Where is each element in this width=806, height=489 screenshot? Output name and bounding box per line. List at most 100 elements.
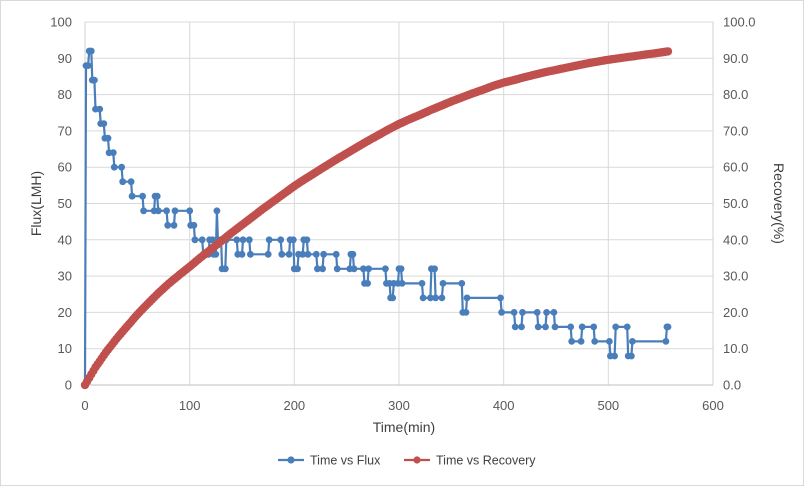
data-point xyxy=(438,294,446,302)
data-point xyxy=(239,236,247,244)
data-point xyxy=(278,250,286,258)
data-point xyxy=(350,265,358,273)
data-point xyxy=(568,338,576,345)
gridlines xyxy=(84,21,714,386)
data-point xyxy=(510,309,518,316)
y2-tick-label: 80.0 xyxy=(723,87,748,102)
y-tick-label: 20 xyxy=(58,305,72,320)
data-point xyxy=(364,280,371,287)
data-point xyxy=(264,250,272,258)
data-point xyxy=(511,323,519,331)
data-point xyxy=(629,338,636,345)
series-layer xyxy=(80,47,673,390)
data-point xyxy=(127,178,135,186)
y-tick-label: 30 xyxy=(58,269,72,284)
data-point xyxy=(289,236,297,244)
tick-labels: 0 0.0 10 10.0 20 20.0 30 30.0 40 40.0 50 50.0 60 60.0… xyxy=(50,15,755,414)
data-point xyxy=(578,323,586,331)
data-point xyxy=(110,163,118,171)
data-point xyxy=(462,309,470,316)
data-point xyxy=(109,149,117,157)
y-tick-label: 0 xyxy=(65,378,72,393)
data-point xyxy=(497,294,504,302)
y2-tick-label: 0.0 xyxy=(723,378,741,393)
data-point xyxy=(463,294,471,302)
x-tick-label: 400 xyxy=(493,398,515,413)
data-point xyxy=(623,323,631,331)
legend-label: Time vs Recovery xyxy=(436,454,536,468)
data-point xyxy=(590,323,598,331)
data-point xyxy=(458,280,466,287)
y-tick-label: 60 xyxy=(58,160,72,175)
y-tick-label: 40 xyxy=(58,232,72,247)
data-point xyxy=(221,265,229,273)
data-point xyxy=(84,62,92,69)
data-point xyxy=(663,47,673,56)
data-point xyxy=(519,309,526,316)
data-point xyxy=(104,134,112,142)
data-point xyxy=(419,294,427,302)
y-tick-label: 100 xyxy=(50,15,72,30)
data-point xyxy=(662,338,670,345)
data-point xyxy=(247,250,254,258)
data-point xyxy=(360,265,367,273)
y-tick-label: 10 xyxy=(58,341,72,356)
data-point xyxy=(397,265,405,273)
y2-tick-label: 90.0 xyxy=(723,51,748,66)
x-tick-label: 300 xyxy=(388,398,410,413)
data-point xyxy=(154,207,162,215)
data-point xyxy=(186,207,194,215)
data-point xyxy=(303,236,311,244)
data-point xyxy=(171,207,179,215)
data-point xyxy=(612,323,620,331)
data-point xyxy=(233,236,241,244)
data-point xyxy=(304,250,312,258)
data-point xyxy=(245,236,253,244)
data-point xyxy=(498,309,505,316)
data-point xyxy=(170,221,178,229)
y-tick-label: 90 xyxy=(58,51,72,66)
x-axis-title: Time(min) xyxy=(373,419,435,435)
y2-tick-label: 70.0 xyxy=(723,123,748,138)
y-axis-title: Flux(LMH) xyxy=(28,171,44,236)
series-recovery xyxy=(80,47,673,390)
data-point xyxy=(118,163,125,171)
data-point xyxy=(389,294,397,302)
y2-tick-label: 30.0 xyxy=(723,269,748,284)
data-point xyxy=(320,250,327,258)
data-point xyxy=(518,323,525,331)
y-tick-label: 70 xyxy=(58,123,72,138)
data-point xyxy=(349,250,357,258)
legend-swatch-marker xyxy=(413,456,421,464)
data-point xyxy=(439,280,447,287)
data-point xyxy=(139,192,147,200)
data-point xyxy=(427,294,434,302)
data-point xyxy=(119,178,127,186)
data-point xyxy=(190,221,198,229)
legend-item-flux[interactable]: Time vs Flux xyxy=(278,454,381,468)
data-point xyxy=(432,294,439,302)
data-point xyxy=(577,338,585,345)
x-tick-label: 200 xyxy=(283,398,305,413)
data-point xyxy=(551,323,559,331)
data-point xyxy=(611,352,618,360)
data-point xyxy=(542,323,549,331)
data-point xyxy=(312,250,320,258)
legend: Time vs Flux Time vs Recovery xyxy=(278,454,536,468)
data-point xyxy=(333,265,341,273)
data-point xyxy=(265,236,273,244)
data-point xyxy=(164,221,172,229)
data-point xyxy=(319,265,326,273)
data-point xyxy=(212,250,220,258)
data-point xyxy=(91,76,98,84)
data-point xyxy=(550,309,558,316)
y2-tick-label: 100.0 xyxy=(723,15,756,30)
data-point xyxy=(277,236,285,244)
legend-label: Time vs Flux xyxy=(310,454,381,468)
series-flux xyxy=(81,47,672,389)
data-point xyxy=(294,265,301,273)
data-point xyxy=(285,250,293,258)
legend-item-recovery[interactable]: Time vs Recovery xyxy=(404,454,536,468)
